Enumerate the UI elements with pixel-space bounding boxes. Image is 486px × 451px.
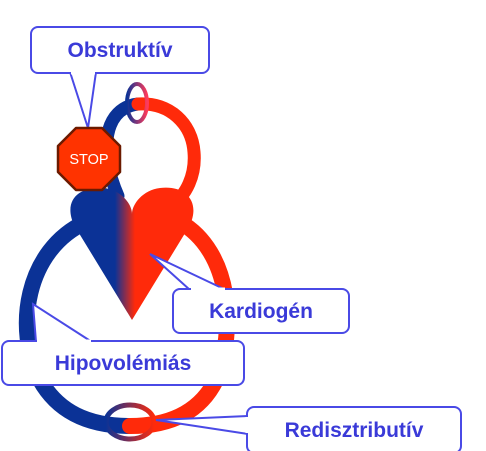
obstructive-callout-box bbox=[30, 26, 210, 74]
hypovolemic-label: Hipovolémiás bbox=[55, 352, 192, 375]
obstructive-pointer bbox=[69, 71, 97, 129]
cardiogenic-label: Kardiogén bbox=[209, 300, 313, 323]
hypovolemic-pointer bbox=[31, 302, 93, 343]
distributive-pointer bbox=[155, 415, 249, 435]
hypovolemic-callout-box bbox=[1, 340, 245, 386]
distributive-label: Redisztributív bbox=[285, 419, 424, 442]
cardiogenic-pointer bbox=[149, 253, 227, 291]
peripheral-ring bbox=[103, 402, 157, 442]
cardiogenic-callout-box bbox=[172, 288, 350, 334]
obstructive-label: Obstruktív bbox=[67, 39, 172, 62]
stop-sign-icon bbox=[56, 126, 122, 192]
pulmonary-ring bbox=[125, 82, 149, 124]
pulmonary-arterial-loop bbox=[131, 97, 201, 211]
stop-sign-text: STOP bbox=[69, 152, 108, 168]
heart-shape bbox=[70, 187, 194, 320]
